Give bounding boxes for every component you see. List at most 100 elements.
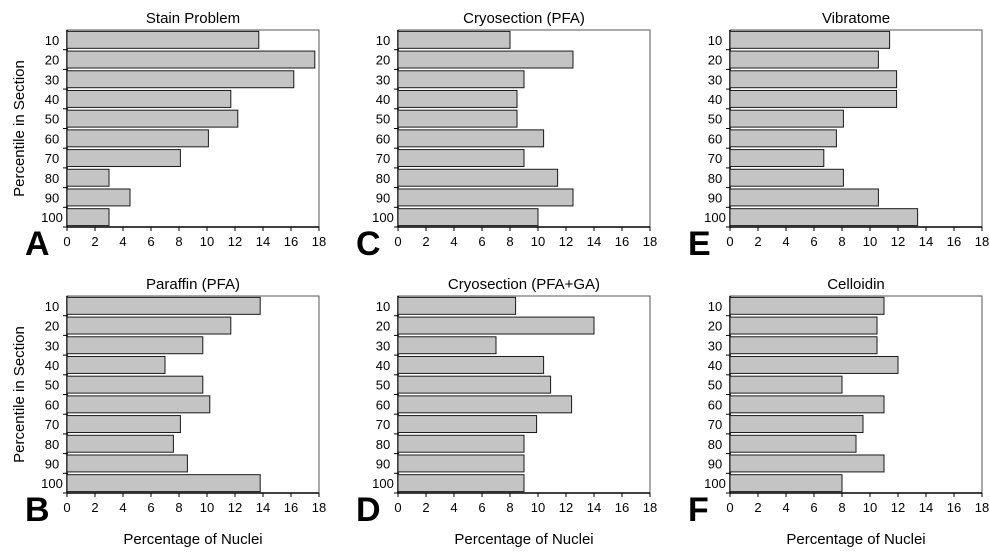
x-tick-label-f-16: 16 xyxy=(947,500,961,515)
y-tick-label-d-80: 80 xyxy=(376,437,390,452)
y-tick-label-f-80: 80 xyxy=(708,437,722,452)
y-tick-label-c-40: 40 xyxy=(376,92,390,107)
x-tick-label-a-16: 16 xyxy=(284,234,298,249)
panel-title-c: Cryosection (PFA) xyxy=(463,10,585,27)
y-tick-label-d-30: 30 xyxy=(376,338,390,353)
panel-title-f: Celloidin xyxy=(827,276,885,293)
bar-a-30 xyxy=(66,70,295,89)
y-tick-label-b-90: 90 xyxy=(45,456,59,471)
bar-f-70 xyxy=(729,415,864,434)
y-tick-label-a-80: 80 xyxy=(45,171,59,186)
bar-b-30 xyxy=(66,336,204,355)
bar-a-100 xyxy=(66,208,110,227)
x-tick-label-f-4: 4 xyxy=(782,500,789,515)
bar-a-60 xyxy=(66,129,209,148)
bar-c-50 xyxy=(397,109,518,128)
y-tick-label-b-20: 20 xyxy=(45,319,59,334)
bar-f-60 xyxy=(729,395,885,414)
bar-e-90 xyxy=(729,188,879,207)
bar-a-10 xyxy=(66,30,260,49)
x-tick-label-e-6: 6 xyxy=(810,234,817,249)
x-tick-label-e-12: 12 xyxy=(891,234,905,249)
bar-e-20 xyxy=(729,50,879,69)
x-tick-label-c-0: 0 xyxy=(394,234,401,249)
bar-c-80 xyxy=(397,168,559,187)
panel-letter-a: A xyxy=(25,225,50,263)
y-tick-label-b-10: 10 xyxy=(45,299,59,314)
x-tick-label-b-8: 8 xyxy=(175,500,182,515)
bar-d-30 xyxy=(397,336,497,355)
y-tick-label-c-60: 60 xyxy=(376,131,390,146)
x-axis-title-col-3: Percentage of Nuclei xyxy=(786,531,925,548)
x-tick-label-a-12: 12 xyxy=(228,234,242,249)
y-tick-label-e-100: 100 xyxy=(704,210,726,225)
x-tick-label-c-4: 4 xyxy=(450,234,457,249)
x-tick-label-f-0: 0 xyxy=(726,500,733,515)
y-tick-label-a-90: 90 xyxy=(45,190,59,205)
x-tick-label-e-2: 2 xyxy=(754,234,761,249)
x-tick-label-a-6: 6 xyxy=(147,234,154,249)
x-tick-label-c-6: 6 xyxy=(478,234,485,249)
bar-b-100 xyxy=(66,474,261,493)
bar-d-20 xyxy=(397,316,595,335)
bar-a-40 xyxy=(66,89,232,108)
bar-c-70 xyxy=(397,149,525,168)
x-tick-label-d-12: 12 xyxy=(559,500,573,515)
y-tick-label-b-70: 70 xyxy=(45,417,59,432)
bar-f-20 xyxy=(729,316,878,335)
x-tick-label-f-12: 12 xyxy=(891,500,905,515)
x-tick-label-d-14: 14 xyxy=(587,500,601,515)
bar-c-30 xyxy=(397,70,525,89)
bar-a-80 xyxy=(66,168,110,187)
y-tick-label-d-60: 60 xyxy=(376,397,390,412)
y-tick-label-d-90: 90 xyxy=(376,456,390,471)
y-tick-label-c-20: 20 xyxy=(376,53,390,68)
x-tick-label-b-10: 10 xyxy=(200,500,214,515)
panel-title-b: Paraffin (PFA) xyxy=(146,276,240,293)
bar-d-90 xyxy=(397,454,525,473)
x-tick-label-a-14: 14 xyxy=(256,234,270,249)
x-tick-label-c-10: 10 xyxy=(531,234,545,249)
x-tick-label-c-8: 8 xyxy=(506,234,513,249)
y-tick-label-d-40: 40 xyxy=(376,358,390,373)
bar-f-90 xyxy=(729,454,885,473)
bar-b-70 xyxy=(66,415,181,434)
bar-b-80 xyxy=(66,434,174,453)
y-tick-label-a-70: 70 xyxy=(45,151,59,166)
panel-title-e: Vibratome xyxy=(822,10,890,27)
bar-b-40 xyxy=(66,355,166,374)
x-tick-label-c-14: 14 xyxy=(587,234,601,249)
bar-a-90 xyxy=(66,188,131,207)
x-tick-label-d-4: 4 xyxy=(450,500,457,515)
x-tick-label-a-18: 18 xyxy=(312,234,326,249)
x-tick-label-b-4: 4 xyxy=(119,500,126,515)
y-tick-label-d-20: 20 xyxy=(376,319,390,334)
x-tick-label-a-0: 0 xyxy=(63,234,70,249)
bar-e-60 xyxy=(729,129,837,148)
y-tick-label-f-20: 20 xyxy=(708,319,722,334)
bar-d-100 xyxy=(397,474,525,493)
y-tick-label-a-40: 40 xyxy=(45,92,59,107)
y-tick-label-e-90: 90 xyxy=(708,190,722,205)
y-tick-label-c-50: 50 xyxy=(376,112,390,127)
y-tick-label-e-20: 20 xyxy=(708,53,722,68)
x-tick-label-d-10: 10 xyxy=(531,500,545,515)
x-tick-label-b-18: 18 xyxy=(312,500,326,515)
x-axis-title-col-2: Percentage of Nuclei xyxy=(454,531,593,548)
panel-title-d: Cryosection (PFA+GA) xyxy=(448,276,600,293)
y-tick-label-f-70: 70 xyxy=(708,417,722,432)
bar-f-10 xyxy=(729,296,885,315)
y-axis-title-row-1: Percentile in Section xyxy=(11,60,28,197)
x-tick-label-e-14: 14 xyxy=(919,234,933,249)
x-tick-label-b-6: 6 xyxy=(147,500,154,515)
y-tick-label-e-50: 50 xyxy=(708,112,722,127)
x-tick-label-f-10: 10 xyxy=(863,500,877,515)
bar-c-20 xyxy=(397,50,574,69)
bar-d-70 xyxy=(397,415,538,434)
bar-f-80 xyxy=(729,434,857,453)
x-tick-label-a-8: 8 xyxy=(175,234,182,249)
bar-d-80 xyxy=(397,434,525,453)
y-tick-label-c-80: 80 xyxy=(376,171,390,186)
y-tick-label-d-70: 70 xyxy=(376,417,390,432)
